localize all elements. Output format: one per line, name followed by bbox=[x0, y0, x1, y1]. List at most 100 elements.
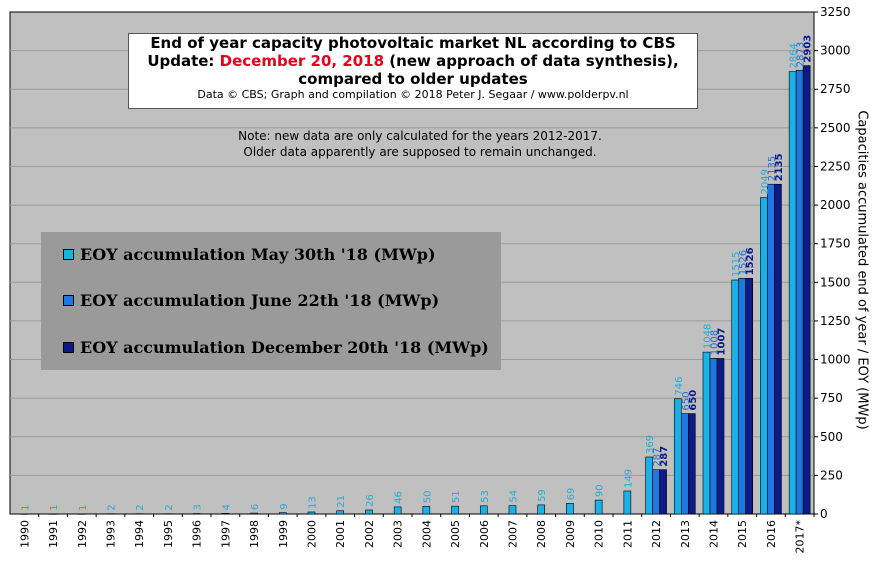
data-label-2013-series3: 650 bbox=[688, 390, 699, 411]
y-tick-label: 3000 bbox=[820, 44, 851, 58]
y-axis-label: Capacities accumulated end of year / EOY… bbox=[854, 110, 870, 430]
data-label-2017*-series2: 2873 bbox=[796, 42, 807, 67]
bars bbox=[20, 65, 811, 515]
data-label-2016-series1: 2049 bbox=[760, 169, 771, 194]
data-label-2001-series1: 21 bbox=[336, 495, 347, 508]
bar-1993-series1 bbox=[106, 513, 115, 515]
chart-title-line2: Update: December 20, 2018 (new approach … bbox=[129, 52, 697, 70]
bar-2008-series1 bbox=[537, 504, 546, 515]
chart-note: Note: new data are only calculated for t… bbox=[200, 128, 640, 160]
data-label-2017*-series1: 2864 bbox=[789, 43, 800, 68]
x-tick-label: 2005 bbox=[449, 520, 462, 548]
bar-2002-series1 bbox=[365, 509, 373, 515]
data-label-2011-series1: 149 bbox=[623, 469, 634, 488]
y-axis: 0 250 500 750 1000 1250 1500 1750 2000 2250 2500 27… bbox=[814, 5, 851, 521]
x-tick-label: 2017* bbox=[794, 520, 807, 554]
x-tick-label: 2013 bbox=[679, 520, 692, 548]
bar-1992-series1 bbox=[77, 513, 86, 515]
x-tick-label: 2001 bbox=[334, 520, 347, 548]
data-label-2004-series1: 50 bbox=[422, 491, 433, 504]
data-labels: 1 1 1 2 2 2 3 4 6 9 13 21 26 46 50 51 53 54 59 69 9014936928… bbox=[20, 35, 813, 511]
legend-swatch-june bbox=[63, 294, 74, 306]
x-tick-label: 2015 bbox=[736, 520, 749, 548]
legend-swatch-december bbox=[63, 341, 74, 353]
y-tick-label: 3250 bbox=[820, 5, 851, 19]
data-label-1998-series1: 6 bbox=[250, 504, 261, 510]
bar-2004-series1 bbox=[422, 505, 431, 515]
data-label-2013-series1: 746 bbox=[674, 377, 685, 396]
bar-2014-series2 bbox=[709, 358, 718, 515]
data-label-1990-series1: 1 bbox=[20, 504, 31, 510]
x-tick-label: 1994 bbox=[133, 520, 146, 548]
x-tick-label: 2009 bbox=[564, 520, 577, 548]
y-tick-label: 2500 bbox=[820, 121, 851, 135]
y-tick-label: 2750 bbox=[820, 82, 851, 96]
bar-2016-series1 bbox=[760, 197, 768, 515]
bar-2012-series3 bbox=[659, 469, 667, 515]
data-label-2015-series3: 1526 bbox=[745, 247, 756, 275]
bar-2003-series1 bbox=[393, 506, 402, 515]
data-label-2016-series3: 2135 bbox=[774, 153, 785, 181]
x-tick-label: 1999 bbox=[277, 520, 290, 548]
x-tick-label: 1993 bbox=[105, 520, 118, 548]
bar-1995-series1 bbox=[164, 513, 172, 515]
chart-title-box: End of year capacity photovoltaic market… bbox=[128, 33, 698, 109]
y-tick-label: 500 bbox=[820, 430, 843, 444]
y-tick-label: 750 bbox=[820, 391, 843, 405]
title-update-date: December 20, 2018 bbox=[219, 52, 385, 70]
note-line1: Note: new data are only calculated for t… bbox=[238, 129, 602, 143]
x-tick-label: 1998 bbox=[248, 520, 261, 548]
data-label-1992-series1: 1 bbox=[78, 504, 89, 510]
bar-2015-series2 bbox=[738, 277, 747, 515]
x-tick-label: 2008 bbox=[535, 520, 548, 548]
data-label-2015-series1: 1515 bbox=[731, 252, 742, 277]
y-tick-label: 0 bbox=[820, 507, 828, 521]
bar-1994-series1 bbox=[135, 513, 144, 515]
bar-2012-series2 bbox=[652, 469, 660, 515]
x-tick-label: 2012 bbox=[650, 520, 663, 548]
legend-label-may: EOY accumulation May 30th '18 (MWp) bbox=[80, 244, 436, 264]
data-label-2017*-series3: 2903 bbox=[803, 35, 814, 63]
x-tick-label: 1991 bbox=[47, 520, 60, 548]
bar-2016-series3 bbox=[774, 183, 782, 515]
data-label-2005-series1: 51 bbox=[451, 490, 462, 503]
y-tick-label: 1750 bbox=[820, 237, 851, 251]
title-update-suffix: (new approach of data synthesis), bbox=[384, 52, 679, 70]
x-tick-label: 1995 bbox=[162, 520, 175, 548]
bar-2015-series1 bbox=[731, 279, 740, 515]
x-tick-label: 1990 bbox=[18, 520, 31, 548]
data-label-2014-series3: 1007 bbox=[717, 328, 728, 356]
data-label-2007-series1: 54 bbox=[509, 490, 520, 503]
note-line2: Older data apparently are supposed to re… bbox=[243, 145, 597, 159]
legend-label-june: EOY accumulation June 22th '18 (MWp) bbox=[80, 290, 440, 310]
bar-2017*-series2 bbox=[795, 69, 804, 515]
y-tick-label: 1500 bbox=[820, 275, 851, 289]
bar-2017*-series3 bbox=[802, 65, 811, 515]
data-label-2013-series2: 650 bbox=[681, 392, 692, 411]
bar-1991-series1 bbox=[49, 513, 57, 515]
bar-2006-series1 bbox=[479, 505, 488, 515]
bar-2009-series1 bbox=[566, 503, 574, 515]
x-tick-label: 2004 bbox=[420, 520, 433, 548]
data-label-2012-series1: 369 bbox=[645, 435, 656, 454]
data-label-1997-series1: 4 bbox=[221, 504, 232, 510]
y-tick-label: 1250 bbox=[820, 314, 851, 328]
legend-item-december: EOY accumulation December 20th '18 (MWp) bbox=[63, 336, 489, 358]
bar-2017*-series1 bbox=[788, 71, 797, 515]
bar-2014-series1 bbox=[702, 351, 711, 515]
x-tick-label: 2007 bbox=[507, 520, 520, 548]
data-label-1991-series1: 1 bbox=[49, 504, 60, 510]
data-label-2002-series1: 26 bbox=[365, 494, 376, 507]
data-label-2014-series1: 1048 bbox=[703, 324, 714, 349]
x-tick-label: 2000 bbox=[306, 520, 319, 548]
bar-2001-series1 bbox=[336, 510, 345, 515]
bar-2007-series1 bbox=[508, 505, 517, 515]
bar-2013-series3 bbox=[687, 413, 696, 515]
chart-title-line3: compared to older updates bbox=[298, 70, 528, 88]
data-label-2012-series3: 287 bbox=[659, 446, 670, 467]
bar-1997-series1 bbox=[221, 513, 230, 515]
bar-2010-series1 bbox=[594, 499, 603, 515]
bar-2014-series3 bbox=[716, 358, 725, 515]
y-tick-label: 250 bbox=[820, 468, 843, 482]
y-tick-label: 2250 bbox=[820, 159, 851, 173]
